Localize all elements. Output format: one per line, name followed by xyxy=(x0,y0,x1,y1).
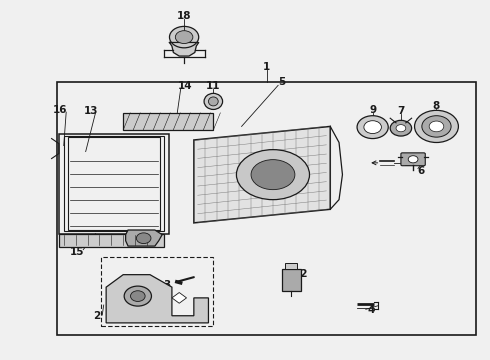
Bar xyxy=(101,257,213,327)
Polygon shape xyxy=(194,126,330,223)
Text: 14: 14 xyxy=(178,81,193,91)
Circle shape xyxy=(429,121,444,132)
Text: 1: 1 xyxy=(263,63,270,72)
Circle shape xyxy=(130,291,145,301)
Text: 8: 8 xyxy=(433,101,440,111)
Bar xyxy=(123,113,213,130)
Bar xyxy=(57,82,476,336)
Text: 17: 17 xyxy=(128,240,143,250)
Bar xyxy=(59,234,164,247)
Bar xyxy=(64,136,164,231)
Polygon shape xyxy=(172,293,187,303)
Circle shape xyxy=(364,121,381,134)
Circle shape xyxy=(396,125,406,132)
Text: 2: 2 xyxy=(93,311,100,321)
Bar xyxy=(282,269,301,291)
Bar xyxy=(59,134,169,234)
Text: 6: 6 xyxy=(418,166,425,176)
Text: 15: 15 xyxy=(70,247,84,257)
Bar xyxy=(286,263,297,269)
Circle shape xyxy=(422,116,451,137)
Polygon shape xyxy=(106,275,208,323)
Text: 3: 3 xyxy=(164,280,171,291)
Circle shape xyxy=(124,286,151,306)
Text: 5: 5 xyxy=(278,77,285,87)
Text: 16: 16 xyxy=(52,105,67,115)
Ellipse shape xyxy=(236,150,310,200)
Ellipse shape xyxy=(251,159,295,190)
Circle shape xyxy=(390,120,412,136)
Text: 13: 13 xyxy=(84,106,99,116)
Bar xyxy=(68,138,160,230)
Circle shape xyxy=(136,233,151,244)
Text: 4: 4 xyxy=(368,305,375,315)
Ellipse shape xyxy=(208,97,218,106)
Circle shape xyxy=(415,111,459,143)
Text: 7: 7 xyxy=(397,106,405,116)
Ellipse shape xyxy=(204,93,222,109)
Circle shape xyxy=(357,116,388,139)
Text: 11: 11 xyxy=(206,81,220,91)
Text: 12: 12 xyxy=(294,269,308,279)
Text: 10: 10 xyxy=(403,158,418,168)
Polygon shape xyxy=(125,230,162,246)
Circle shape xyxy=(408,156,418,163)
Circle shape xyxy=(170,26,199,48)
Polygon shape xyxy=(170,42,199,56)
Circle shape xyxy=(175,31,193,44)
Text: 18: 18 xyxy=(177,11,192,21)
Text: 9: 9 xyxy=(369,105,376,115)
FancyBboxPatch shape xyxy=(401,153,425,166)
